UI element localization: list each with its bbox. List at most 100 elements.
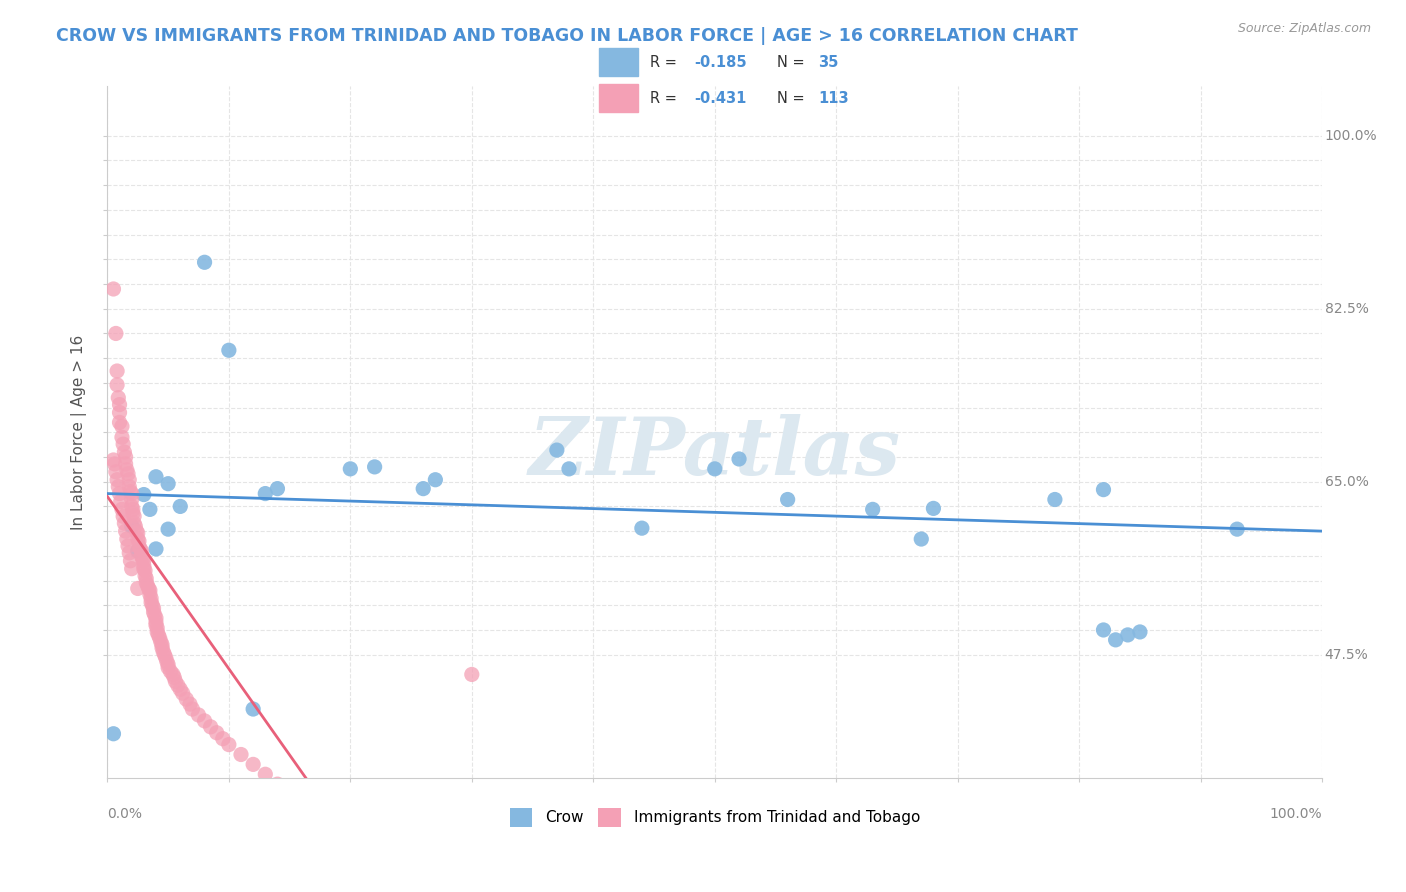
Point xyxy=(922,501,945,516)
Point xyxy=(128,539,150,553)
Text: R =: R = xyxy=(650,91,681,106)
Point xyxy=(118,473,141,487)
Point xyxy=(112,437,135,451)
Point xyxy=(139,591,162,606)
Point xyxy=(218,343,240,358)
Point xyxy=(111,430,134,444)
Point xyxy=(104,457,127,471)
Point xyxy=(121,500,143,514)
Y-axis label: In Labor Force | Age > 16: In Labor Force | Age > 16 xyxy=(72,334,87,530)
Point xyxy=(425,473,447,487)
Bar xyxy=(599,48,638,77)
Point xyxy=(115,463,138,477)
Point xyxy=(193,714,215,728)
Point xyxy=(117,467,139,481)
Point xyxy=(1116,628,1139,642)
Point xyxy=(122,509,145,524)
Point xyxy=(104,465,127,479)
Point xyxy=(163,670,186,684)
Point xyxy=(862,502,884,516)
Point xyxy=(122,502,145,516)
Point xyxy=(105,364,128,378)
Point xyxy=(254,767,277,781)
Text: 82.5%: 82.5% xyxy=(1324,301,1368,316)
Text: N =: N = xyxy=(776,91,808,106)
Point xyxy=(162,667,184,681)
Point xyxy=(145,615,167,629)
Point xyxy=(139,502,162,516)
Point xyxy=(112,445,135,459)
Point xyxy=(118,546,141,560)
Point xyxy=(114,450,136,464)
Point xyxy=(1129,624,1152,639)
Point xyxy=(132,487,155,501)
Point xyxy=(132,558,155,573)
Point xyxy=(132,554,155,568)
Point xyxy=(1104,632,1126,647)
Text: 0.0%: 0.0% xyxy=(107,807,142,822)
Point xyxy=(107,480,129,494)
Point xyxy=(266,482,288,496)
Point xyxy=(187,708,209,723)
Point xyxy=(157,476,180,491)
Point xyxy=(558,462,581,476)
Point xyxy=(139,587,162,601)
Point xyxy=(103,282,125,296)
Point xyxy=(412,482,434,496)
Point xyxy=(172,686,194,700)
Point xyxy=(176,692,198,706)
Point xyxy=(150,638,173,652)
Bar xyxy=(599,85,638,112)
Point xyxy=(114,457,136,471)
Point xyxy=(132,562,155,576)
Point xyxy=(124,519,146,533)
Point xyxy=(127,532,149,546)
Text: 113: 113 xyxy=(818,91,848,106)
Point xyxy=(120,554,142,568)
Point xyxy=(127,544,149,558)
Point xyxy=(461,667,484,681)
Point xyxy=(159,665,181,679)
Point xyxy=(157,660,180,674)
Point xyxy=(118,480,141,494)
Point xyxy=(120,484,142,499)
Point xyxy=(122,516,145,531)
Point xyxy=(121,492,143,507)
Point xyxy=(1226,522,1249,536)
Point xyxy=(125,524,148,538)
Point xyxy=(112,516,135,531)
Point xyxy=(165,674,187,689)
Point xyxy=(149,635,172,649)
Point xyxy=(1092,483,1115,497)
Point xyxy=(150,640,173,655)
Point xyxy=(105,377,128,392)
Point xyxy=(776,492,799,507)
Point xyxy=(108,486,131,500)
Point xyxy=(145,611,167,625)
Point xyxy=(127,582,149,596)
Point xyxy=(111,502,134,516)
Point xyxy=(166,678,188,692)
Point xyxy=(143,608,166,623)
Point xyxy=(631,521,654,535)
Point xyxy=(134,564,156,578)
Point xyxy=(149,631,172,645)
Point xyxy=(156,655,179,669)
Point xyxy=(114,524,136,538)
Text: 100.0%: 100.0% xyxy=(1270,807,1322,822)
Point xyxy=(302,806,325,821)
Point xyxy=(148,628,170,642)
Point xyxy=(128,534,150,549)
Point xyxy=(107,391,129,405)
Point xyxy=(131,544,153,558)
Point xyxy=(1043,492,1066,507)
Point xyxy=(291,797,314,811)
Point xyxy=(153,648,176,662)
Point xyxy=(218,738,240,752)
Point xyxy=(179,697,201,711)
Point xyxy=(139,583,162,598)
Point xyxy=(254,486,277,500)
Legend: Crow, Immigrants from Trinidad and Tobago: Crow, Immigrants from Trinidad and Tobag… xyxy=(503,802,927,833)
Point xyxy=(169,500,191,514)
Text: 100.0%: 100.0% xyxy=(1324,128,1378,143)
